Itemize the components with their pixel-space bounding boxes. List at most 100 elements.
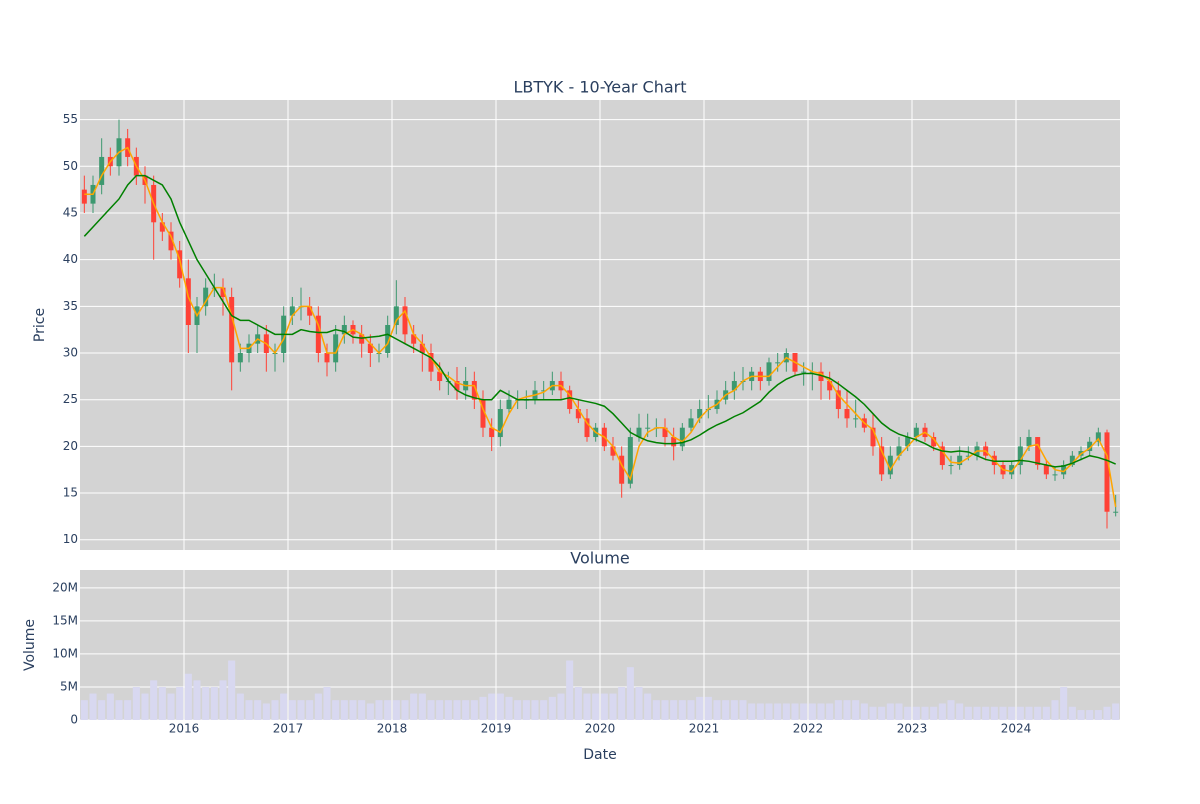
candle-body [896,446,902,456]
x-tick-label: 2016 [169,722,200,736]
y-tick-label: 10 [63,532,78,546]
volume-bar [626,667,634,720]
volume-bar [176,686,184,720]
candle-body [185,278,191,325]
volume-bar [678,700,686,720]
volume-bar [878,706,886,720]
candle-body [419,343,425,354]
volume-bar [297,700,305,720]
volume-bar [505,696,513,720]
candle-body [679,427,685,447]
volume-bar [271,700,279,720]
volume-bar [930,706,938,720]
volume-bar [453,700,461,720]
candle-body [402,306,408,335]
candle-body [480,399,486,428]
candle-body [775,362,781,364]
volume-bar [661,700,669,720]
volume-bar [115,700,123,720]
moving-average-line [83,174,1116,468]
y-tick-label: 30 [63,346,78,360]
y-axis-label: Volume [22,619,38,671]
volume-bar [210,686,218,720]
moving-average-line [84,146,1117,508]
candle-body [333,334,339,363]
volume-bar [314,693,322,720]
candle-body [428,353,434,372]
volume-bar [401,700,409,720]
x-tick-label: 2018 [377,722,408,736]
volume-bar [1060,686,1068,720]
volume-bar [184,673,192,720]
volume-bar [1008,706,1016,720]
candle-body [619,455,625,484]
volume-bar [245,700,253,720]
candle-body [220,287,226,297]
candle-body [289,306,295,316]
candle-body [1017,446,1023,466]
candle-body [229,296,235,363]
volume-bar [427,700,435,720]
volume-bar [150,680,158,720]
volume-bar [817,703,825,720]
candle-body [1113,511,1119,513]
volume-bar [756,703,764,720]
volume-bar [479,696,487,720]
candle-body [177,250,183,279]
subplot-title: Volume [570,549,630,568]
volume-bar [921,706,929,720]
y-tick-label: 25 [63,392,78,406]
volume-bar [869,706,877,720]
candle-body [168,231,174,251]
volume-bar [713,700,721,720]
candle-body [835,390,841,410]
volume-bar [687,700,695,720]
candle-body [1052,474,1058,476]
candle-body [697,409,703,419]
x-tick-label: 2023 [897,722,928,736]
candle-body [844,409,850,419]
volume-bar [1103,706,1111,720]
volume-bar [488,693,496,720]
candle-body [99,156,105,185]
y-tick-label: 20 [63,439,78,453]
x-tick-label: 2017 [273,722,304,736]
y-tick-label: 0 [70,713,78,727]
volume-bar [193,680,201,720]
volume-bar [254,700,262,720]
x-tick-label: 2019 [481,722,512,736]
volume-bar [332,700,340,720]
volume-bar [89,693,97,720]
candle-body [359,334,365,344]
x-tick-label: 2020 [585,722,616,736]
volume-bar [557,693,565,720]
candle-body [1069,455,1075,466]
x-tick-label: 2022 [793,722,824,736]
volume-bar [358,700,366,720]
y-axis-label: Price [32,308,48,342]
y-tick-label: 50 [63,159,78,173]
candle-body [1104,432,1110,512]
volume-bar [1016,706,1024,720]
volume-bar [1094,710,1102,720]
candle-body [237,353,243,363]
volume-bar [436,700,444,720]
y-tick-label: 15 [63,486,78,500]
candle-body [454,381,460,391]
candle-body [437,371,443,382]
volume-bar [1077,710,1085,720]
volume-bar [808,703,816,720]
volume-bar [635,686,643,720]
candle-body [159,222,165,232]
candle-body [870,427,876,447]
candle-body [957,455,963,466]
volume-bar [843,700,851,720]
y-tick-label: 10M [52,646,78,660]
volume-bar [470,700,478,720]
candle-body [879,446,885,475]
volume-bar [1051,700,1059,720]
y-tick-label: 5M [60,679,78,693]
volume-bar [1042,706,1050,720]
volume-bar [1112,703,1120,720]
candle-body [1009,465,1015,475]
